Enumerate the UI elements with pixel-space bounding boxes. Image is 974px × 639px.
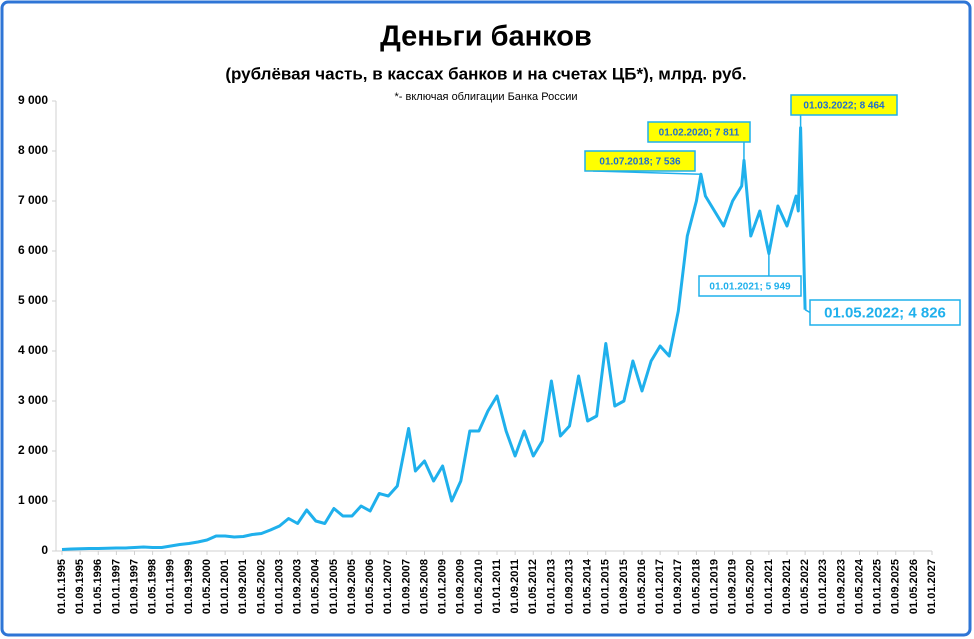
- x-tick-label: 01.01.2027: [926, 559, 938, 614]
- x-tick-label: 01.01.1995: [56, 559, 68, 614]
- x-tick-label: 01.01.2005: [328, 559, 340, 614]
- x-tick-label: 01.01.2003: [273, 559, 285, 614]
- y-tick-label: 9 000: [18, 93, 48, 107]
- x-tick-label: 01.01.2011: [491, 559, 503, 613]
- x-tick-label: 01.05.2026: [908, 559, 920, 614]
- x-tick-label: 01.01.2015: [600, 559, 612, 614]
- x-tick-label: 01.09.2007: [400, 559, 412, 614]
- y-tick-label: 3 000: [18, 393, 48, 407]
- x-tick-label: 01.09.2005: [346, 559, 358, 614]
- annotation-box: [790, 94, 898, 116]
- x-tick-label: 01.09.2001: [237, 559, 249, 614]
- x-tick-label: 01.05.2018: [690, 559, 702, 614]
- x-tick-label: 01.01.2001: [219, 559, 231, 614]
- x-tick-label: 01.05.2012: [527, 559, 539, 614]
- annotation-label: 01.05.2022; 4 826: [824, 304, 946, 321]
- x-tick-label: 01.09.2013: [563, 559, 575, 614]
- annotation-box: [584, 150, 696, 172]
- x-tick-label: 01.09.2011: [509, 559, 521, 613]
- x-tick-label: 01.01.2021: [763, 559, 775, 614]
- annotation-leader: [804, 309, 811, 314]
- x-tick-label: 01.09.1995: [74, 559, 86, 614]
- x-tick-label: 01.05.2000: [201, 559, 213, 614]
- x-tick-label: 01.05.2010: [473, 559, 485, 614]
- x-tick-label: 01.01.2019: [708, 559, 720, 614]
- y-tick-label: 8 000: [18, 143, 48, 157]
- annotation-label: 01.02.2020; 7 811: [659, 128, 740, 139]
- y-tick-label: 5 000: [18, 293, 48, 307]
- x-tick-label: 01.01.2017: [654, 559, 666, 614]
- x-tick-label: 01.09.1997: [128, 559, 140, 614]
- x-tick-label: 01.09.2003: [292, 559, 304, 614]
- x-tick-label: 01.09.2019: [727, 559, 739, 614]
- x-tick-label: 01.05.2008: [418, 559, 430, 614]
- x-tick-label: 01.09.1999: [183, 559, 195, 614]
- x-tick-label: 01.05.1996: [92, 559, 104, 614]
- x-tick-label: 01.01.2007: [382, 559, 394, 614]
- annotation-label: 01.03.2022; 8 464: [803, 101, 885, 112]
- x-tick-label: 01.09.2017: [672, 559, 684, 614]
- annotation-box: [809, 299, 961, 326]
- chart-subtitle: (рублёвая часть, в кассах банков и на сч…: [225, 64, 746, 83]
- x-tick-label: 01.05.1998: [147, 559, 159, 614]
- x-tick-label: 01.01.1999: [165, 559, 177, 614]
- x-tick-label: 01.09.2021: [781, 559, 793, 614]
- y-tick-label: 4 000: [18, 343, 48, 357]
- x-tick-label: 01.01.2023: [817, 559, 829, 614]
- x-tick-label: 01.01.1997: [110, 559, 122, 614]
- y-tick-label: 2 000: [18, 443, 48, 457]
- x-tick-label: 01.05.2024: [853, 558, 865, 614]
- y-tick-label: 1 000: [18, 493, 48, 507]
- x-tick-label: 01.09.2015: [618, 559, 630, 614]
- x-tick-label: 01.09.2009: [455, 559, 467, 614]
- x-tick-label: 01.05.2004: [310, 558, 322, 614]
- x-tick-label: 01.05.2014: [582, 558, 594, 614]
- annotation-label: 01.07.2018; 7 536: [599, 157, 681, 168]
- data-line: [61, 126, 807, 551]
- chart-title: Деньги банков: [380, 21, 592, 53]
- x-tick-label: 01.01.2013: [545, 559, 557, 614]
- x-tick-label: 01.05.2002: [255, 559, 267, 614]
- x-tick-label: 01.09.2023: [835, 559, 847, 614]
- x-tick-label: 01.01.2009: [437, 559, 449, 614]
- y-tick-label: 0: [41, 543, 48, 557]
- chart-note: *- включая облигации Банка России: [395, 91, 578, 103]
- x-tick-label: 01.09.2025: [890, 559, 902, 614]
- x-tick-label: 01.01.2025: [872, 559, 884, 614]
- annotation-label: 01.01.2021; 5 949: [709, 282, 791, 293]
- x-tick-label: 01.05.2016: [636, 559, 648, 614]
- annotation-box: [698, 275, 802, 297]
- x-tick-label: 01.05.2022: [799, 559, 811, 614]
- x-tick-label: 01.05.2006: [364, 559, 376, 614]
- annotation-box: [647, 121, 751, 143]
- y-tick-label: 6 000: [18, 243, 48, 257]
- y-tick-label: 7 000: [18, 193, 48, 207]
- x-tick-label: 01.05.2020: [745, 559, 757, 614]
